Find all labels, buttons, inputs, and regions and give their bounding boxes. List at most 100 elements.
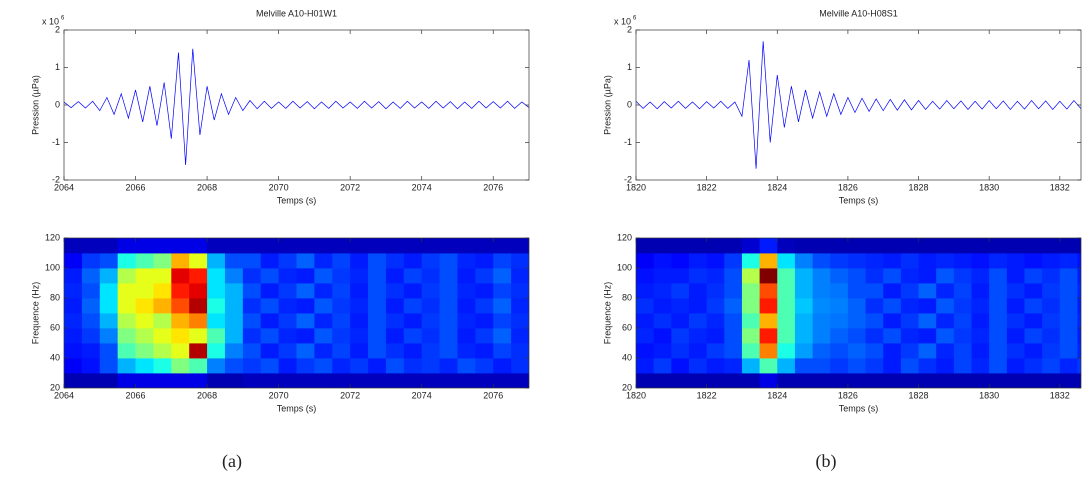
- heat-cell: [332, 283, 351, 299]
- heat-cell: [421, 298, 440, 314]
- heat-cell: [1077, 343, 1081, 359]
- heat-cell: [1024, 313, 1043, 329]
- heat-cell: [759, 358, 778, 374]
- heat-cell: [812, 283, 831, 299]
- plot-area: [64, 48, 529, 166]
- heat-cell: [260, 313, 280, 329]
- heat-cell: [278, 283, 297, 299]
- heat-cell: [1077, 268, 1081, 284]
- heat-cell: [812, 373, 831, 388]
- heat-cell: [224, 253, 244, 269]
- heat-cell: [350, 358, 369, 374]
- heat-cell: [953, 358, 972, 374]
- heat-cell: [847, 358, 866, 374]
- heat-cell: [918, 283, 937, 299]
- x-tick-label: 2076: [483, 390, 503, 400]
- heat-cell: [794, 298, 813, 314]
- heat-cell: [653, 313, 672, 329]
- heat-cell: [953, 298, 972, 314]
- heat-cell: [135, 238, 154, 254]
- heat-cell: [493, 313, 512, 329]
- heat-cell: [189, 313, 208, 329]
- heat-cell: [260, 238, 280, 254]
- heat-cell: [207, 298, 226, 314]
- y-tick-label: 2: [627, 24, 632, 34]
- heat-cell: [403, 238, 423, 254]
- heat-cell: [1024, 373, 1043, 388]
- y-tick-label: 100: [45, 262, 60, 272]
- heat-cell: [457, 238, 476, 254]
- heat-cell: [883, 298, 902, 314]
- heat-cell: [242, 328, 262, 344]
- heat-cell: [457, 298, 476, 314]
- heat-cell: [794, 268, 813, 284]
- heat-cell: [493, 343, 512, 359]
- x-tick-label: 1820: [626, 390, 646, 400]
- heat-cell: [688, 253, 708, 269]
- heat-cell: [671, 283, 690, 299]
- heat-cell: [99, 268, 119, 284]
- heat-cell: [1059, 343, 1078, 359]
- heat-cell: [724, 358, 743, 374]
- heat-cell: [117, 238, 136, 254]
- heat-cell: [296, 283, 315, 299]
- x-tick-label: 1832: [1050, 390, 1070, 400]
- heat-cell: [189, 238, 208, 254]
- heat-cell: [1024, 298, 1043, 314]
- heat-cell: [171, 298, 190, 314]
- heat-cell: [224, 298, 244, 314]
- heat-cell: [135, 358, 154, 374]
- heat-cell: [936, 238, 955, 254]
- heat-cell: [741, 313, 761, 329]
- heat-cell: [812, 298, 831, 314]
- heat-cell: [918, 238, 937, 254]
- heat-cell: [1059, 358, 1078, 374]
- y-tick-label: 60: [50, 322, 60, 332]
- heat-cell: [636, 238, 655, 254]
- heat-cell: [421, 328, 440, 344]
- heat-cell: [1042, 313, 1061, 329]
- heat-cell: [511, 373, 529, 388]
- heat-cell: [724, 268, 743, 284]
- heat-cell: [439, 313, 458, 329]
- heat-cell: [135, 373, 154, 388]
- heat-cell: [171, 358, 190, 374]
- heat-cell: [296, 313, 315, 329]
- heat-cell: [314, 313, 333, 329]
- heat-cell: [900, 328, 919, 344]
- heat-cell: [1077, 253, 1081, 269]
- heat-cell: [457, 253, 476, 269]
- heat-cell: [224, 373, 244, 388]
- heat-cell: [883, 238, 902, 254]
- heat-cell: [777, 268, 796, 284]
- heat-cell: [385, 238, 405, 254]
- heat-cell: [475, 238, 494, 254]
- heat-cell: [671, 268, 690, 284]
- y-multiplier-exponent: 6: [61, 16, 65, 22]
- heat-cell: [350, 328, 369, 344]
- y-tick-label: 60: [622, 322, 632, 332]
- heat-cell: [671, 253, 690, 269]
- heat-cell: [153, 238, 172, 254]
- heat-cell: [314, 298, 333, 314]
- heat-cell: [883, 283, 902, 299]
- heat-cell: [296, 373, 315, 388]
- heat-cell: [403, 343, 423, 359]
- heat-cell: [1006, 268, 1025, 284]
- y-tick-label: 40: [622, 352, 632, 362]
- heat-cell: [439, 238, 458, 254]
- heat-cell: [224, 283, 244, 299]
- heat-cell: [278, 268, 297, 284]
- x-tick-label: 1822: [697, 390, 717, 400]
- heat-cell: [883, 328, 902, 344]
- heat-cell: [224, 268, 244, 284]
- heat-cell: [242, 283, 262, 299]
- heat-cell: [936, 343, 955, 359]
- heat-cell: [64, 328, 83, 344]
- y-axis-label: Pression (µPa): [30, 75, 40, 135]
- heat-cell: [794, 328, 813, 344]
- heat-cell: [688, 283, 708, 299]
- heat-cell: [403, 358, 423, 374]
- heat-cell: [314, 268, 333, 284]
- heat-cell: [368, 343, 387, 359]
